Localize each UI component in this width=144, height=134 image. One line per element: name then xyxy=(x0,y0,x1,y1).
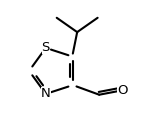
Text: O: O xyxy=(117,84,128,97)
Text: S: S xyxy=(42,41,50,54)
Text: N: N xyxy=(41,87,51,100)
